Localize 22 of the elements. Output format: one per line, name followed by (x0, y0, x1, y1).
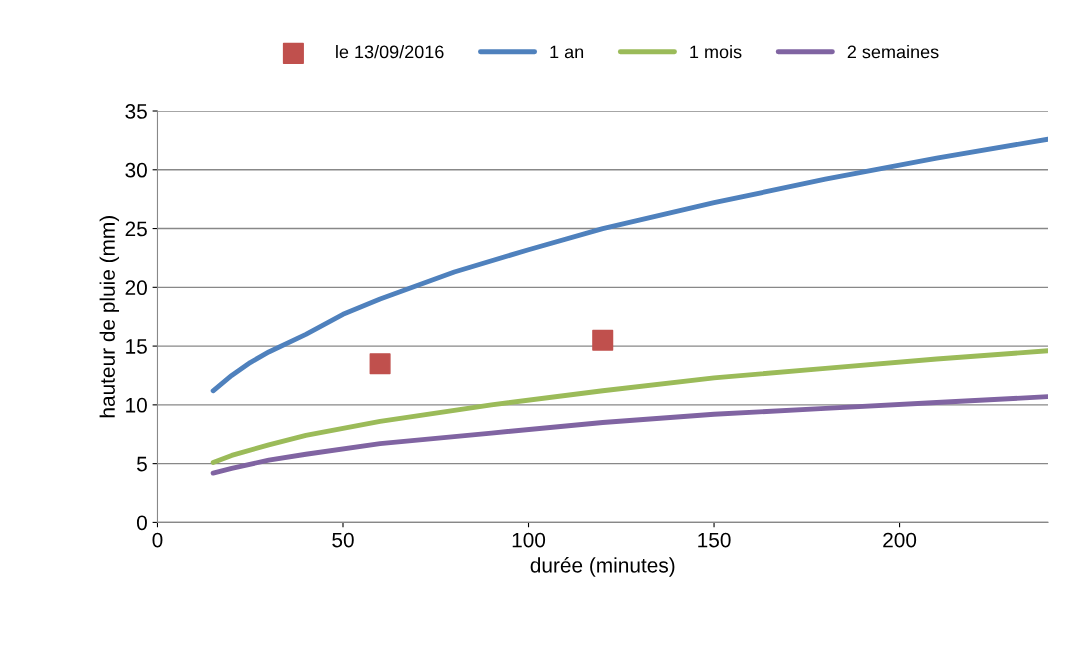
y-tick-label: 30 (125, 162, 147, 178)
x-tick-label: 50 (332, 532, 354, 548)
legend-label: 2 semaines (847, 45, 939, 59)
legend-label: 1 an (550, 45, 584, 59)
y-tick-label: 15 (126, 339, 147, 354)
y-tick-label: 5 (137, 456, 147, 472)
x-tick-label: 100 (512, 532, 546, 548)
y-tick-label: 25 (125, 221, 147, 237)
line-series (210, 348, 1048, 465)
legend-label: 1 mois (690, 45, 742, 59)
legend-label: le 13/09/2016 (336, 45, 444, 59)
y-tick-label: 10 (126, 397, 147, 413)
x-tick-label: 0 (152, 532, 163, 548)
y-tick-label: 0 (136, 515, 147, 531)
y-axis-title: hauteur de pluie (mm) (99, 216, 120, 418)
line-series (210, 136, 1048, 394)
y-tick-label: 35 (125, 104, 147, 119)
y-tick-label: 20 (125, 280, 147, 296)
line-series (210, 394, 1048, 476)
x-tick-label: 200 (883, 532, 917, 548)
x-tick-label: 150 (698, 532, 731, 548)
x-axis-title: durée (minutes) (530, 557, 675, 577)
